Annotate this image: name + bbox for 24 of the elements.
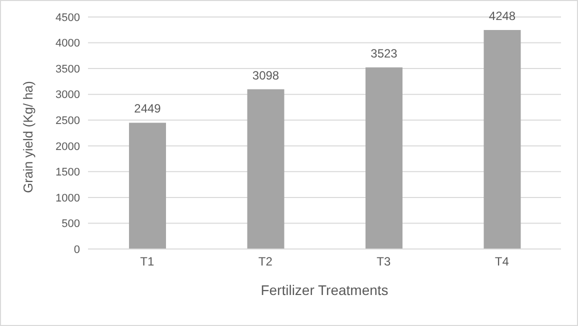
y-tick-label: 500 <box>62 218 80 230</box>
data-label: 2449 <box>134 102 162 116</box>
y-tick-label: 3500 <box>56 63 80 76</box>
bar <box>366 67 402 249</box>
y-axis-title: Grain yield (Kg/ ha) <box>20 81 36 193</box>
x-tick-label: T3 <box>376 254 391 269</box>
y-tick-label: 0 <box>74 244 80 256</box>
data-label: 3523 <box>370 46 398 60</box>
bar <box>129 122 166 249</box>
x-axis-title: Fertilizer Treatments <box>260 282 388 298</box>
bar <box>247 89 284 249</box>
y-tick-label: 3000 <box>56 89 80 102</box>
y-tick-label: 1000 <box>56 192 80 204</box>
x-tick-label: T4 <box>494 254 510 269</box>
data-label: 4248 <box>488 8 516 23</box>
y-tick-label: 4000 <box>56 38 80 50</box>
y-tick-label: 4500 <box>56 12 80 24</box>
x-tick-label: T1 <box>140 254 154 269</box>
y-tick-label: 1500 <box>56 166 80 179</box>
y-tick-label: 2000 <box>56 140 80 153</box>
y-tick-label: 2500 <box>56 115 80 128</box>
data-label: 3098 <box>252 68 280 82</box>
x-tick-label: T2 <box>258 254 273 269</box>
bar <box>484 30 521 249</box>
